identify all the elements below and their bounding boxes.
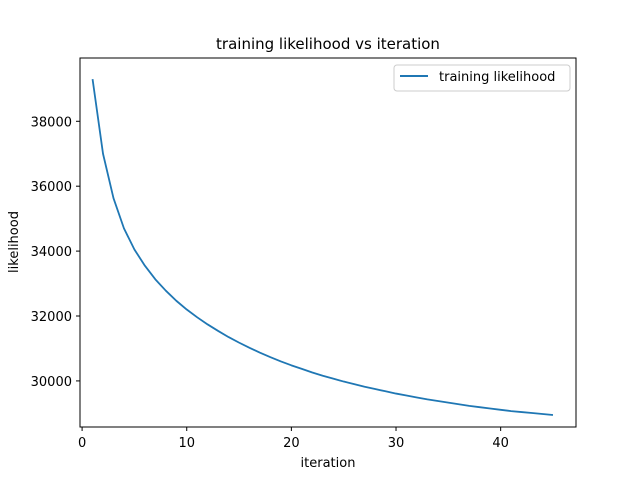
legend: training likelihood: [393, 64, 571, 92]
legend-box: [393, 64, 571, 92]
chart-title: training likelihood vs iteration: [216, 35, 440, 53]
y-tick-label: 30000: [31, 375, 72, 390]
axes-frame: [79, 57, 577, 428]
legend-label: training likelihood: [439, 70, 555, 85]
x-tick-label: 40: [492, 436, 509, 451]
x-tick-label: 20: [283, 436, 300, 451]
y-tick-label: 38000: [31, 115, 72, 130]
y-axis: 30000 32000 34000 36000 38000: [31, 115, 80, 390]
x-axis: 0 10 20 30 40: [78, 427, 509, 451]
y-axis-label: likelihood: [7, 211, 22, 273]
plot-area: [80, 58, 576, 427]
series-line-0: [91, 78, 554, 416]
x-tick-label: 30: [388, 436, 405, 451]
y-tick-label: 32000: [31, 310, 72, 325]
y-tick-label: 36000: [31, 180, 72, 195]
x-tick-label: 0: [78, 436, 86, 451]
x-axis-label: iteration: [301, 456, 356, 471]
x-tick-label: 10: [178, 436, 195, 451]
y-tick-label: 34000: [31, 245, 72, 260]
series-layer: [91, 78, 554, 416]
axes-background: [80, 58, 576, 427]
